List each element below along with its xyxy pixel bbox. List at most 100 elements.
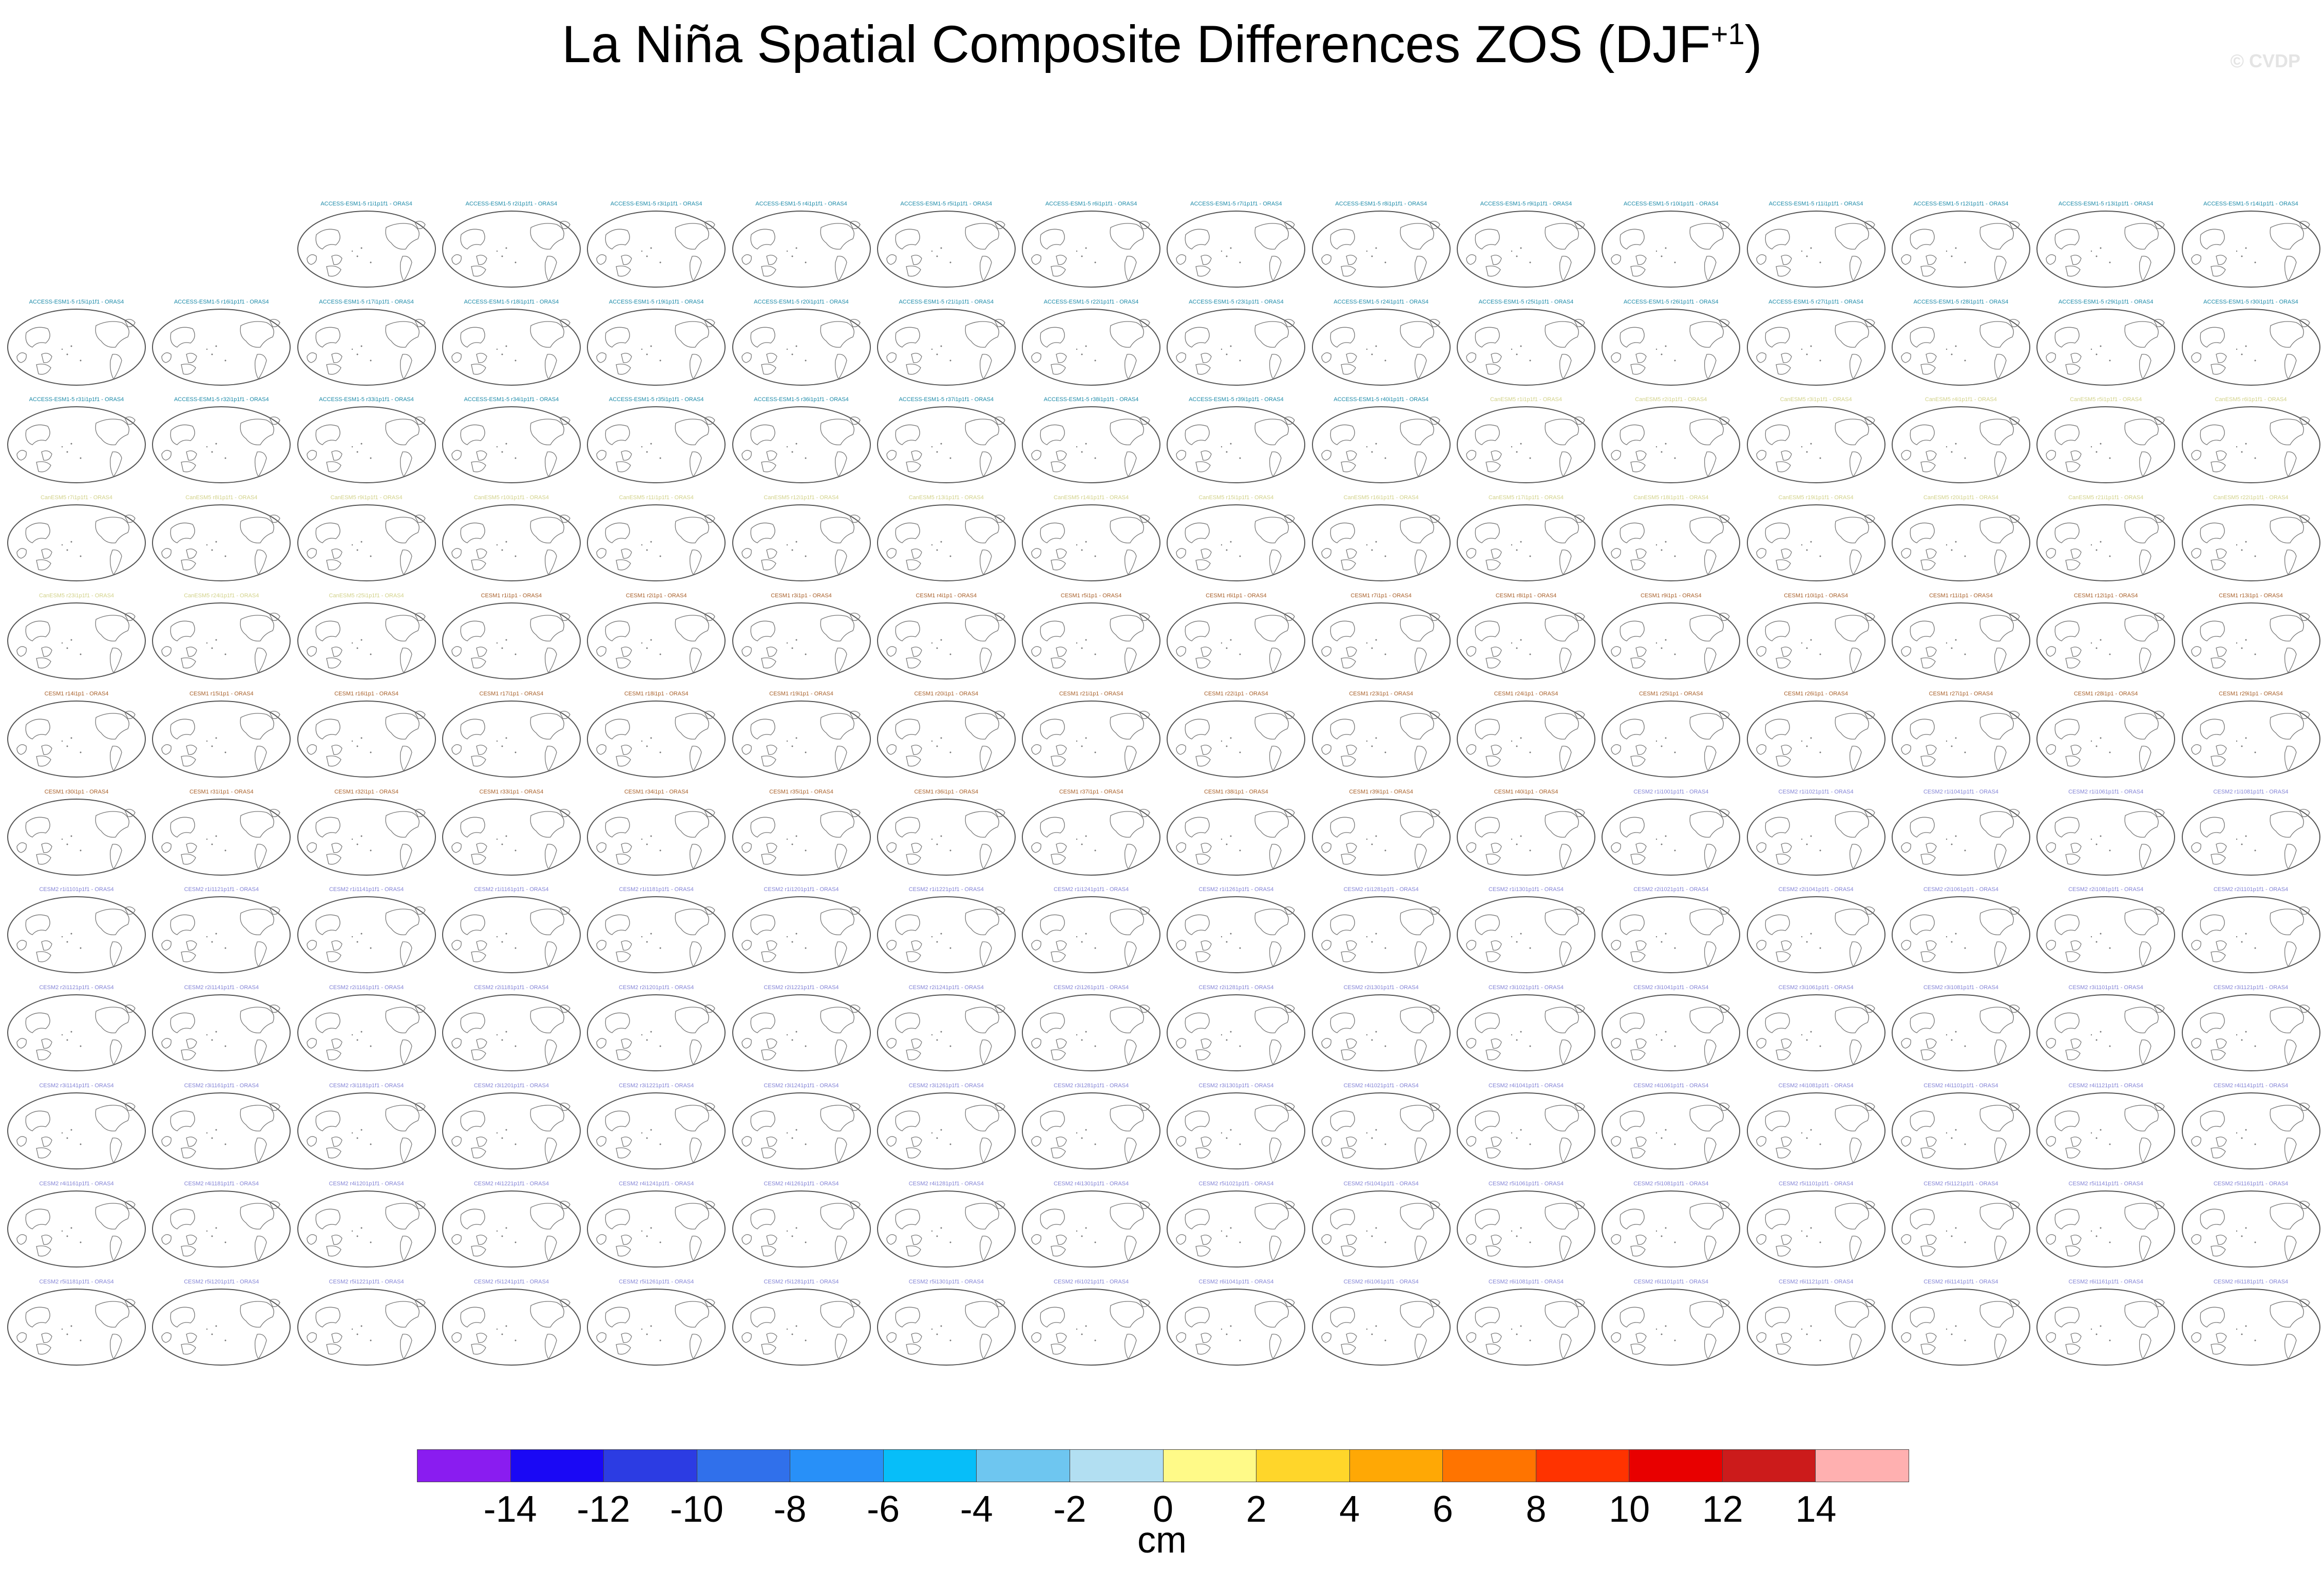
map-panel: CESM2 r3i1201p1f1 - ORAS4 bbox=[439, 1083, 584, 1175]
world-map bbox=[1457, 1190, 1595, 1268]
world-map bbox=[442, 602, 581, 679]
panel-label: CESM2 r5i1161p1f1 - ORAS4 bbox=[2213, 1180, 2289, 1187]
world-map bbox=[1311, 1288, 1451, 1366]
panel-label: CESM2 r4i1221p1f1 - ORAS4 bbox=[473, 1180, 549, 1187]
world-map bbox=[2036, 504, 2176, 582]
map-panel: CESM2 r1i1301p1f1 - ORAS4 bbox=[1454, 886, 1598, 979]
panel-label: CanESM5 r23i1p1f1 - ORAS4 bbox=[39, 593, 115, 599]
world-map bbox=[297, 308, 436, 386]
panel-label: ACCESS-ESM1-5 r32i1p1f1 - ORAS4 bbox=[174, 396, 269, 403]
panel-label: CESM2 r4i1201p1f1 - ORAS4 bbox=[329, 1180, 404, 1187]
map-panel: CESM1 r29i1p1 - ORAS4 bbox=[2179, 691, 2323, 783]
panel-label: ACCESS-ESM1-5 r17i1p1f1 - ORAS4 bbox=[319, 298, 414, 305]
panel-label: CESM1 r29i1p1 - ORAS4 bbox=[2219, 690, 2283, 697]
world-map bbox=[1602, 1190, 1741, 1268]
panel-label: ACCESS-ESM1-5 r26i1p1f1 - ORAS4 bbox=[1623, 298, 1719, 305]
panel-label: ACCESS-ESM1-5 r12i1p1f1 - ORAS4 bbox=[1913, 200, 2009, 207]
panel-label: CESM1 r37i1p1 - ORAS4 bbox=[1059, 788, 1123, 795]
map-panel: CESM2 r2i1201p1f1 - ORAS4 bbox=[584, 985, 729, 1077]
world-map bbox=[442, 1288, 581, 1366]
panel-label: ACCESS-ESM1-5 r10i1p1f1 - ORAS4 bbox=[1623, 200, 1719, 207]
panel-label: ACCESS-ESM1-5 r24i1p1f1 - ORAS4 bbox=[1334, 298, 1428, 305]
panel-label: CESM2 r2i1201p1f1 - ORAS4 bbox=[619, 985, 694, 991]
map-panel: ACCESS-ESM1-5 r25i1p1f1 - ORAS4 bbox=[1454, 299, 1598, 391]
world-map bbox=[2181, 1092, 2320, 1169]
map-panel: CanESM5 r6i1p1f1 - ORAS4 bbox=[2179, 396, 2323, 489]
map-panel: CESM2 r1i1021p1f1 - ORAS4 bbox=[1744, 789, 1889, 881]
panel-label: ACCESS-ESM1-5 r40i1p1f1 - ORAS4 bbox=[1334, 396, 1428, 403]
world-map bbox=[297, 1190, 436, 1268]
map-panel: CESM2 r3i1181p1f1 - ORAS4 bbox=[294, 1083, 439, 1175]
panel-label: CESM1 r21i1p1 - ORAS4 bbox=[1059, 690, 1123, 697]
panel-label: CESM2 r2i1221p1f1 - ORAS4 bbox=[764, 985, 839, 991]
map-panel: ACCESS-ESM1-5 r7i1p1f1 - ORAS4 bbox=[1164, 201, 1308, 293]
map-panel: CESM2 r3i1261p1f1 - ORAS4 bbox=[874, 1083, 1019, 1175]
colorbar-tick-label: -4 bbox=[960, 1489, 993, 1530]
panel-label: CanESM5 r7i1p1f1 - ORAS4 bbox=[40, 495, 112, 501]
world-map bbox=[877, 1190, 1016, 1268]
panel-label: CESM2 r4i1141p1f1 - ORAS4 bbox=[2213, 1083, 2289, 1089]
map-panel: ACCESS-ESM1-5 r37i1p1f1 - ORAS4 bbox=[874, 396, 1019, 489]
map-panel: CESM2 r3i1301p1f1 - ORAS4 bbox=[1164, 1083, 1308, 1175]
map-panel: ACCESS-ESM1-5 r8i1p1f1 - ORAS4 bbox=[1309, 201, 1454, 293]
panel-label: CanESM5 r9i1p1f1 - ORAS4 bbox=[330, 495, 403, 501]
world-map bbox=[1022, 504, 1161, 582]
map-panel: ACCESS-ESM1-5 r21i1p1f1 - ORAS4 bbox=[874, 299, 1019, 391]
world-map bbox=[587, 1092, 726, 1169]
colorbar-tick-label: 2 bbox=[1246, 1489, 1267, 1530]
panel-label: CESM2 r5i1261p1f1 - ORAS4 bbox=[619, 1278, 694, 1285]
panel-label: CanESM5 r17i1p1f1 - ORAS4 bbox=[1488, 495, 1564, 501]
panel-label: CESM2 r4i1241p1f1 - ORAS4 bbox=[619, 1180, 694, 1187]
panel-label: CanESM5 r20i1p1f1 - ORAS4 bbox=[1923, 495, 1998, 501]
world-map bbox=[297, 1288, 436, 1366]
map-panel: ACCESS-ESM1-5 r18i1p1f1 - ORAS4 bbox=[439, 299, 584, 391]
map-panel: CESM2 r4i1041p1f1 - ORAS4 bbox=[1454, 1083, 1598, 1175]
world-map bbox=[2181, 896, 2320, 974]
map-panel: CESM1 r26i1p1 - ORAS4 bbox=[1744, 691, 1889, 783]
panel-label: CESM1 r13i1p1 - ORAS4 bbox=[2219, 593, 2283, 599]
map-panel: CESM2 r4i1181p1f1 - ORAS4 bbox=[149, 1181, 294, 1273]
map-panel: CESM1 r40i1p1 - ORAS4 bbox=[1454, 789, 1598, 881]
world-map bbox=[1311, 308, 1451, 386]
world-map bbox=[1311, 1092, 1451, 1169]
map-panel: CESM2 r3i1281p1f1 - ORAS4 bbox=[1019, 1083, 1164, 1175]
world-map bbox=[1022, 406, 1161, 484]
panel-label: CESM2 r2i1161p1f1 - ORAS4 bbox=[329, 985, 404, 991]
map-panel: CanESM5 r17i1p1f1 - ORAS4 bbox=[1454, 495, 1598, 587]
panel-label: CESM2 r1i1201p1f1 - ORAS4 bbox=[764, 886, 839, 893]
map-panel: CESM2 r1i1141p1f1 - ORAS4 bbox=[294, 886, 439, 979]
world-map bbox=[297, 210, 436, 288]
panel-label: CESM2 r4i1281p1f1 - ORAS4 bbox=[908, 1180, 984, 1187]
panel-label: CESM1 r30i1p1 - ORAS4 bbox=[44, 788, 109, 795]
world-map bbox=[877, 798, 1016, 876]
world-map bbox=[877, 994, 1016, 1072]
panel-label: ACCESS-ESM1-5 r23i1p1f1 - ORAS4 bbox=[1189, 298, 1284, 305]
map-panel: CanESM5 r23i1p1f1 - ORAS4 bbox=[4, 593, 149, 685]
panel-label: CanESM5 r12i1p1f1 - ORAS4 bbox=[764, 495, 839, 501]
panel-label: CESM2 r2i1141p1f1 - ORAS4 bbox=[184, 985, 259, 991]
panel-label: ACCESS-ESM1-5 r5i1p1f1 - ORAS4 bbox=[900, 200, 993, 207]
world-map bbox=[1746, 896, 1885, 974]
panel-label: ACCESS-ESM1-5 r18i1p1f1 - ORAS4 bbox=[464, 298, 559, 305]
panel-label: CESM2 r4i1061p1f1 - ORAS4 bbox=[1633, 1083, 1709, 1089]
map-panel: ACCESS-ESM1-5 r1i1p1f1 - ORAS4 bbox=[294, 201, 439, 293]
colorbar-tick-label: 8 bbox=[1526, 1489, 1547, 1530]
map-panel: CESM1 r7i1p1 - ORAS4 bbox=[1309, 593, 1454, 685]
figure-title: La Niña Spatial Composite Differences ZO… bbox=[0, 14, 2324, 74]
panel-label: CESM1 r26i1p1 - ORAS4 bbox=[1784, 690, 1848, 697]
panel-label: CESM2 r3i1201p1f1 - ORAS4 bbox=[473, 1083, 549, 1089]
map-panel: CESM2 r1i1281p1f1 - ORAS4 bbox=[1309, 886, 1454, 979]
panel-label: CanESM5 r16i1p1f1 - ORAS4 bbox=[1343, 495, 1419, 501]
map-panel: CESM1 r9i1p1 - ORAS4 bbox=[1598, 593, 1743, 685]
panel-label: CESM2 r1i1261p1f1 - ORAS4 bbox=[1198, 886, 1274, 893]
world-map bbox=[877, 406, 1016, 484]
map-panel: CESM2 r4i1121p1f1 - ORAS4 bbox=[2033, 1083, 2178, 1175]
map-panel: CESM2 r4i1241p1f1 - ORAS4 bbox=[584, 1181, 729, 1273]
world-map bbox=[1167, 1288, 1306, 1366]
panel-label: CESM1 r8i1p1 - ORAS4 bbox=[1495, 593, 1557, 599]
map-panel: CESM1 r21i1p1 - ORAS4 bbox=[1019, 691, 1164, 783]
map-panel: CESM1 r25i1p1 - ORAS4 bbox=[1598, 691, 1743, 783]
panel-label: CESM2 r1i1141p1f1 - ORAS4 bbox=[329, 886, 404, 893]
colorbar-box bbox=[1816, 1450, 1909, 1482]
panel-label: CESM2 r1i1021p1f1 - ORAS4 bbox=[1778, 788, 1854, 795]
